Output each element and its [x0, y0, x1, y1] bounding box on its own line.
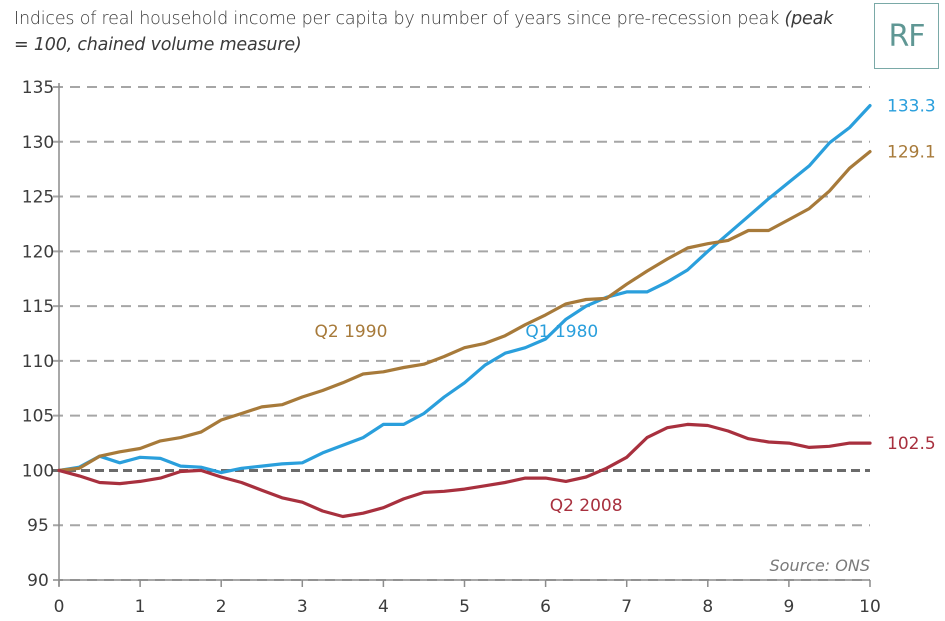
- rf-logo-text: RF: [888, 18, 925, 54]
- x-tick-label: 9: [783, 597, 794, 617]
- series-lines: [57, 103, 872, 519]
- y-tick-label: 120: [22, 242, 54, 262]
- axes: [58, 83, 871, 587]
- y-tick-label: 125: [22, 188, 54, 208]
- source-note: Source: ONS: [770, 556, 871, 575]
- rf-logo: RF: [874, 3, 939, 69]
- y-tick-label: 100: [22, 461, 54, 481]
- x-tick-label: 7: [621, 597, 632, 617]
- x-tick-label: 1: [135, 597, 146, 617]
- chart-title-sub: (peak = 100, chained volume measure): [14, 9, 834, 55]
- x-tick-label: 5: [459, 597, 470, 617]
- x-tick-label: 10: [859, 597, 881, 617]
- y-tick-label: 135: [22, 78, 54, 98]
- chart-title-main: Indices of real household income per cap…: [14, 9, 780, 29]
- chart-title: Indices of real household income per cap…: [14, 6, 834, 58]
- y-tick-label: 105: [22, 407, 54, 427]
- series-line-q2-1990: [57, 150, 872, 472]
- x-tick-label: 3: [297, 597, 308, 617]
- y-tick-label: 115: [22, 297, 54, 317]
- end-value-label-q2-1990: 129.1: [887, 143, 936, 163]
- series-annotation-q2-2008: Q2 2008: [550, 496, 623, 516]
- y-tick-label: 130: [22, 133, 54, 153]
- gridlines: [53, 86, 870, 581]
- labels: 90 95 100 105 110 115 120 125 130 135 0 1 2 3 4 5 6 7 8 9 10…: [22, 78, 936, 617]
- x-tick-label: 2: [216, 597, 227, 617]
- series-annotation-q2-1990: Q2 1990: [315, 322, 388, 342]
- y-tick-label: 90: [27, 571, 49, 591]
- x-tick-label: 0: [54, 597, 65, 617]
- y-tick-label: 95: [27, 516, 49, 536]
- end-value-label-q2-2008: 102.5: [887, 434, 936, 454]
- series-line-q1-1980: [57, 103, 872, 475]
- series-annotation-q1-1980: Q1 1980: [525, 322, 598, 342]
- x-tick-label: 4: [378, 597, 389, 617]
- y-tick-label: 110: [22, 352, 54, 372]
- series-line-q2-2008: [57, 422, 872, 519]
- x-tick-label: 8: [702, 597, 713, 617]
- x-tick-label: 6: [540, 597, 551, 617]
- end-value-label-q1-1980: 133.3: [887, 97, 936, 117]
